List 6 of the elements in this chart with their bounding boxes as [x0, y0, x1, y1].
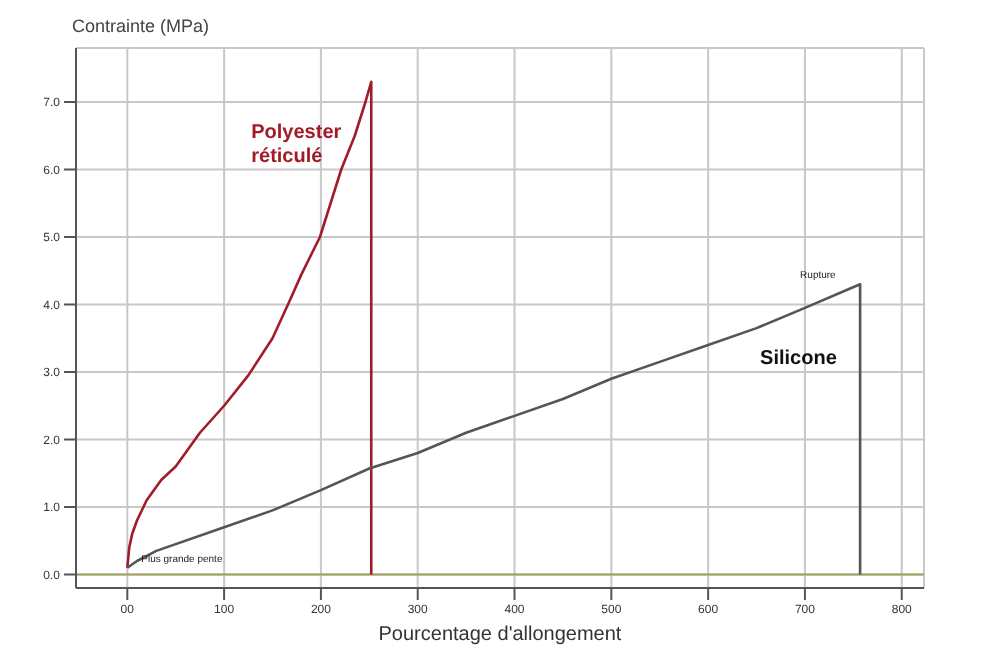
x-axis-title: Pourcentage d'allongement — [376, 624, 624, 646]
series-label: Polyester réticulé — [251, 121, 342, 168]
line-series — [126, 282, 862, 576]
line-series — [126, 80, 373, 576]
series-label: Silicone — [760, 348, 838, 371]
y-axis-title: Contrainte (MPa) — [72, 16, 210, 36]
